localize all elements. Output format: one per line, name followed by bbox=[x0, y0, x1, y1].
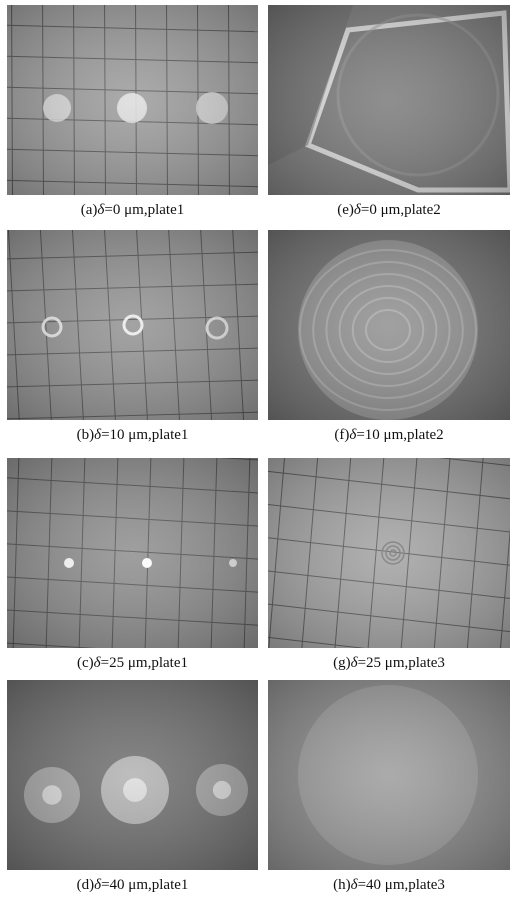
vignette bbox=[7, 5, 258, 195]
photo bbox=[7, 458, 258, 648]
caption-symbol: δ bbox=[94, 655, 101, 671]
photo bbox=[268, 230, 510, 420]
caption: (b)δ=10 μm,plate1 bbox=[7, 427, 258, 444]
caption-text: =10 μm,plate1 bbox=[101, 427, 188, 443]
caption: (d)δ=40 μm,plate1 bbox=[7, 877, 258, 894]
caption-label: (f) bbox=[334, 427, 349, 443]
caption-label: (g) bbox=[333, 655, 351, 671]
caption-label: (a) bbox=[81, 202, 98, 218]
caption-label: (c) bbox=[77, 655, 94, 671]
caption: (e)δ=0 μm,plate2 bbox=[268, 202, 510, 219]
caption-label: (d) bbox=[77, 877, 95, 893]
caption-symbol: δ bbox=[351, 655, 358, 671]
photo bbox=[268, 5, 510, 195]
caption-text: =40 μm,plate3 bbox=[358, 877, 445, 893]
vignette bbox=[268, 5, 510, 195]
caption: (a)δ=0 μm,plate1 bbox=[7, 202, 258, 219]
vignette bbox=[7, 230, 258, 420]
caption: (g)δ=25 μm,plate3 bbox=[268, 655, 510, 672]
caption: (c)δ=25 μm,plate1 bbox=[7, 655, 258, 672]
caption-text: =25 μm,plate3 bbox=[358, 655, 445, 671]
caption-label: (e) bbox=[337, 202, 354, 218]
vignette bbox=[268, 458, 510, 648]
caption: (h)δ=40 μm,plate3 bbox=[268, 877, 510, 894]
photo bbox=[268, 458, 510, 648]
photo bbox=[7, 5, 258, 195]
vignette bbox=[268, 230, 510, 420]
caption-text: =10 μm,plate2 bbox=[356, 427, 443, 443]
vignette bbox=[7, 680, 258, 870]
figure: (a)δ=0 μm,plate1(b)δ=10 μm,plate1(c)δ=25… bbox=[0, 0, 515, 899]
photo bbox=[7, 680, 258, 870]
caption-label: (b) bbox=[77, 427, 95, 443]
photo bbox=[268, 680, 510, 870]
caption-text: =0 μm,plate1 bbox=[104, 202, 184, 218]
caption-text: =25 μm,plate1 bbox=[101, 655, 188, 671]
caption-symbol: δ bbox=[354, 202, 361, 218]
vignette bbox=[268, 680, 510, 870]
caption-text: =0 μm,plate2 bbox=[361, 202, 441, 218]
caption-symbol: δ bbox=[351, 877, 358, 893]
caption: (f)δ=10 μm,plate2 bbox=[268, 427, 510, 444]
caption-label: (h) bbox=[333, 877, 351, 893]
vignette bbox=[7, 458, 258, 648]
caption-text: =40 μm,plate1 bbox=[101, 877, 188, 893]
photo bbox=[7, 230, 258, 420]
